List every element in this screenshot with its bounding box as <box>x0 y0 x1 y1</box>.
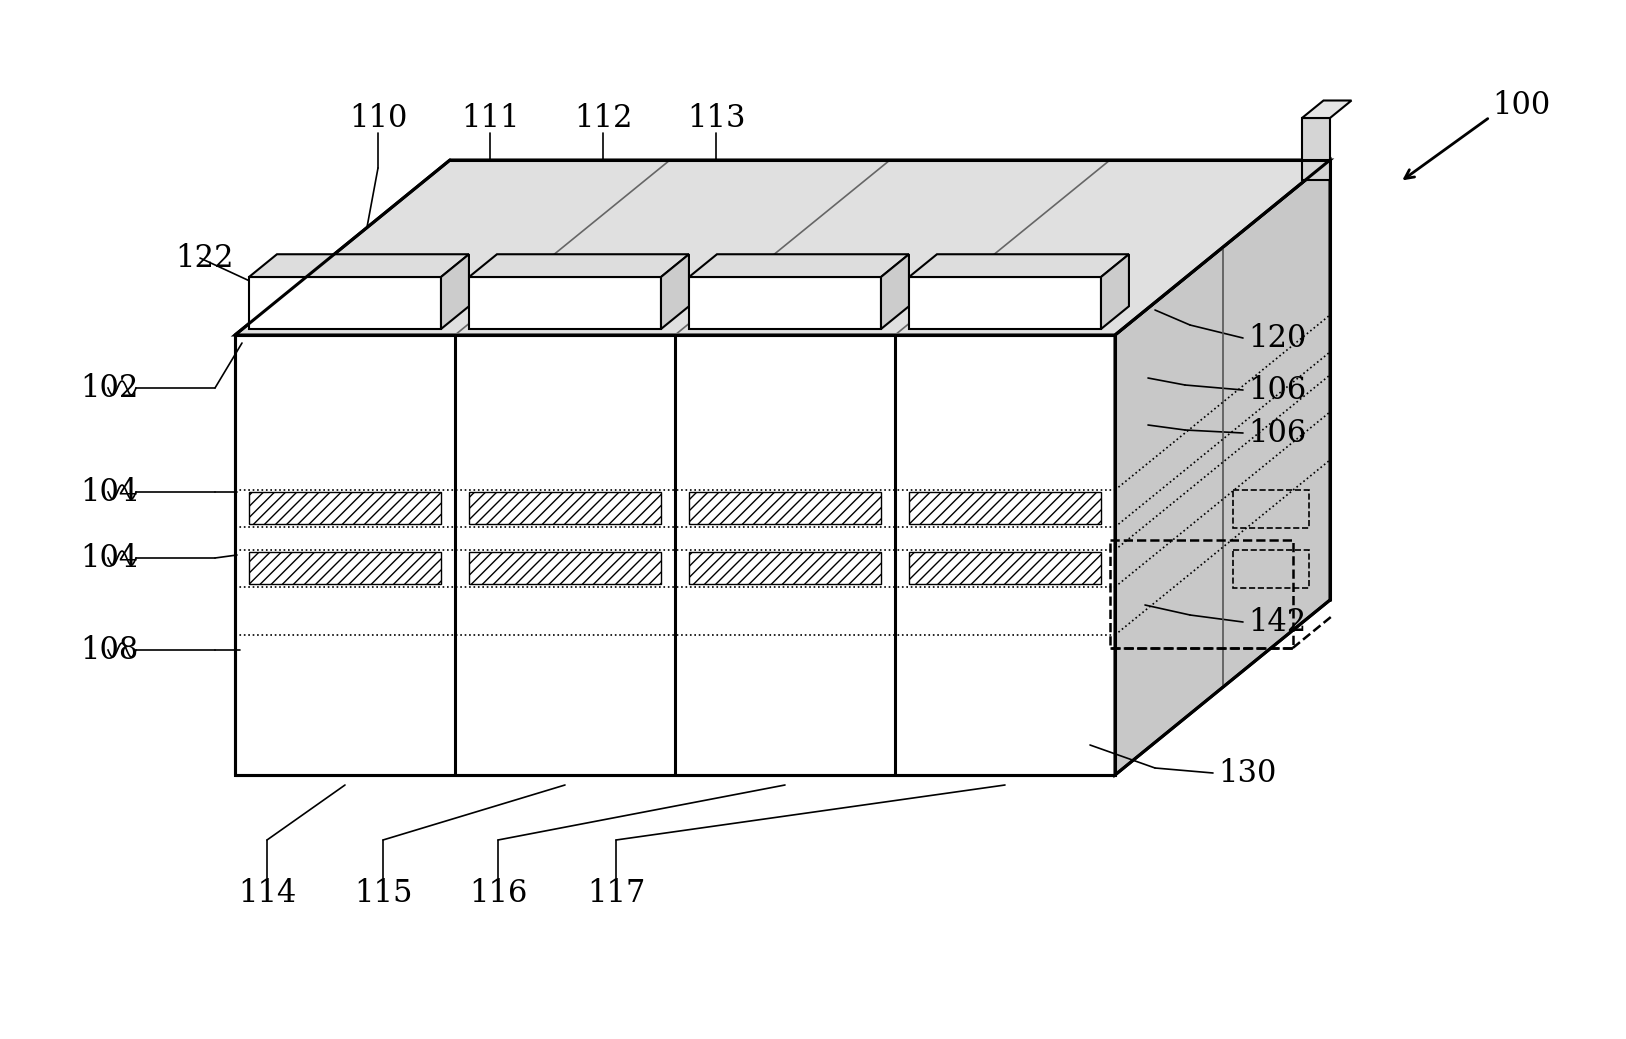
Text: 117: 117 <box>587 878 646 908</box>
Polygon shape <box>909 255 1128 277</box>
Text: 104: 104 <box>80 477 138 507</box>
Polygon shape <box>1302 101 1351 118</box>
Text: 113: 113 <box>686 103 745 133</box>
Text: 120: 120 <box>1249 322 1306 353</box>
Text: 112: 112 <box>574 103 633 133</box>
Text: 142: 142 <box>1249 607 1306 638</box>
Polygon shape <box>1101 255 1128 329</box>
Text: 130: 130 <box>1218 757 1276 789</box>
Bar <box>689 277 881 329</box>
Text: 102: 102 <box>80 373 138 403</box>
Bar <box>909 552 1101 584</box>
Text: 115: 115 <box>354 878 413 908</box>
Bar <box>249 277 441 329</box>
Polygon shape <box>662 255 689 329</box>
Polygon shape <box>441 255 468 329</box>
Text: 106: 106 <box>1249 418 1306 449</box>
Bar <box>249 552 441 584</box>
Text: 114: 114 <box>237 878 296 908</box>
Bar <box>1233 550 1309 588</box>
Text: 104: 104 <box>80 542 138 574</box>
Text: 116: 116 <box>468 878 527 908</box>
Bar <box>468 552 662 584</box>
Bar <box>1233 490 1309 528</box>
Text: 106: 106 <box>1249 374 1306 405</box>
Text: 100: 100 <box>1493 89 1550 121</box>
Bar <box>689 492 881 524</box>
Polygon shape <box>689 255 909 277</box>
Text: 111: 111 <box>460 103 519 133</box>
Polygon shape <box>236 160 1330 335</box>
Bar <box>909 277 1101 329</box>
Bar <box>236 335 1115 775</box>
Text: 110: 110 <box>350 103 406 133</box>
Polygon shape <box>468 255 689 277</box>
Polygon shape <box>1115 160 1330 775</box>
Bar <box>1302 118 1330 180</box>
Text: 122: 122 <box>176 242 234 273</box>
Bar <box>468 492 662 524</box>
Polygon shape <box>881 255 909 329</box>
Bar <box>249 492 441 524</box>
Bar <box>909 492 1101 524</box>
Bar <box>468 277 662 329</box>
Bar <box>1111 540 1293 648</box>
Text: 108: 108 <box>80 635 138 666</box>
Polygon shape <box>249 255 468 277</box>
Bar <box>689 552 881 584</box>
